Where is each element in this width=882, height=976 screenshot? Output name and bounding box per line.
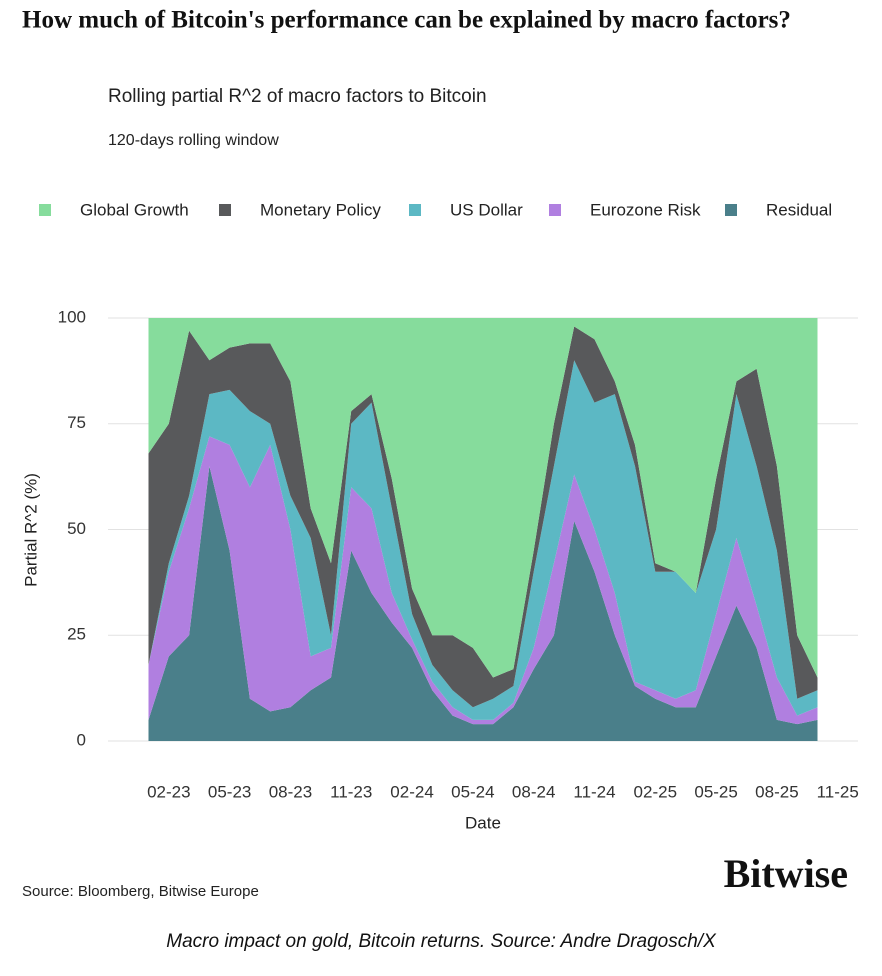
x-tick-label: 08-24 — [512, 782, 555, 801]
y-axis-label: Partial R^2 (%) — [21, 473, 40, 587]
legend-swatch — [725, 204, 737, 216]
legend-label: Eurozone Risk — [590, 200, 701, 219]
area — [148, 436, 818, 725]
source: Source: Bloomberg, Bitwise Europe — [22, 883, 259, 900]
legend-label: US Dollar — [450, 200, 523, 219]
legend-label: Global Growth — [80, 200, 189, 219]
y-tick-label: 50 — [67, 519, 86, 538]
x-tick-label: 02-25 — [634, 782, 677, 801]
area — [148, 466, 818, 741]
chart-subtitle: Rolling partial R^2 of macro factors to … — [108, 86, 487, 107]
x-tick-label: 08-25 — [755, 782, 798, 801]
area — [148, 360, 818, 720]
chart-title: How much of Bitcoin's performance can be… — [22, 7, 791, 34]
legend-swatch — [549, 204, 561, 216]
x-tick-label: 11-24 — [573, 782, 615, 801]
y-tick-label: 0 — [77, 730, 86, 749]
x-tick-label: 05-25 — [694, 782, 737, 801]
x-tick-label: 08-23 — [269, 782, 312, 801]
area — [148, 326, 818, 708]
legend-swatch — [409, 204, 421, 216]
legend-label: Residual — [766, 200, 832, 219]
area — [148, 318, 818, 678]
x-tick-label: 05-23 — [208, 782, 251, 801]
y-tick-label: 25 — [67, 625, 86, 644]
x-tick-label: 02-24 — [390, 782, 433, 801]
y-tick-label: 75 — [67, 413, 86, 432]
legend-label: Monetary Policy — [260, 200, 381, 219]
caption: Macro impact on gold, Bitcoin returns. S… — [166, 931, 717, 952]
x-tick-label: 05-24 — [451, 782, 494, 801]
x-tick-label: 11-23 — [330, 782, 372, 801]
logo: Bitwise — [724, 851, 848, 896]
legend-swatch — [39, 204, 51, 216]
legend-swatch — [219, 204, 231, 216]
y-tick-label: 100 — [58, 307, 86, 326]
x-axis-label: Date — [465, 813, 501, 832]
chart-note: 120-days rolling window — [108, 132, 279, 149]
x-tick-label: 11-25 — [817, 782, 859, 801]
x-tick-label: 02-23 — [147, 782, 190, 801]
